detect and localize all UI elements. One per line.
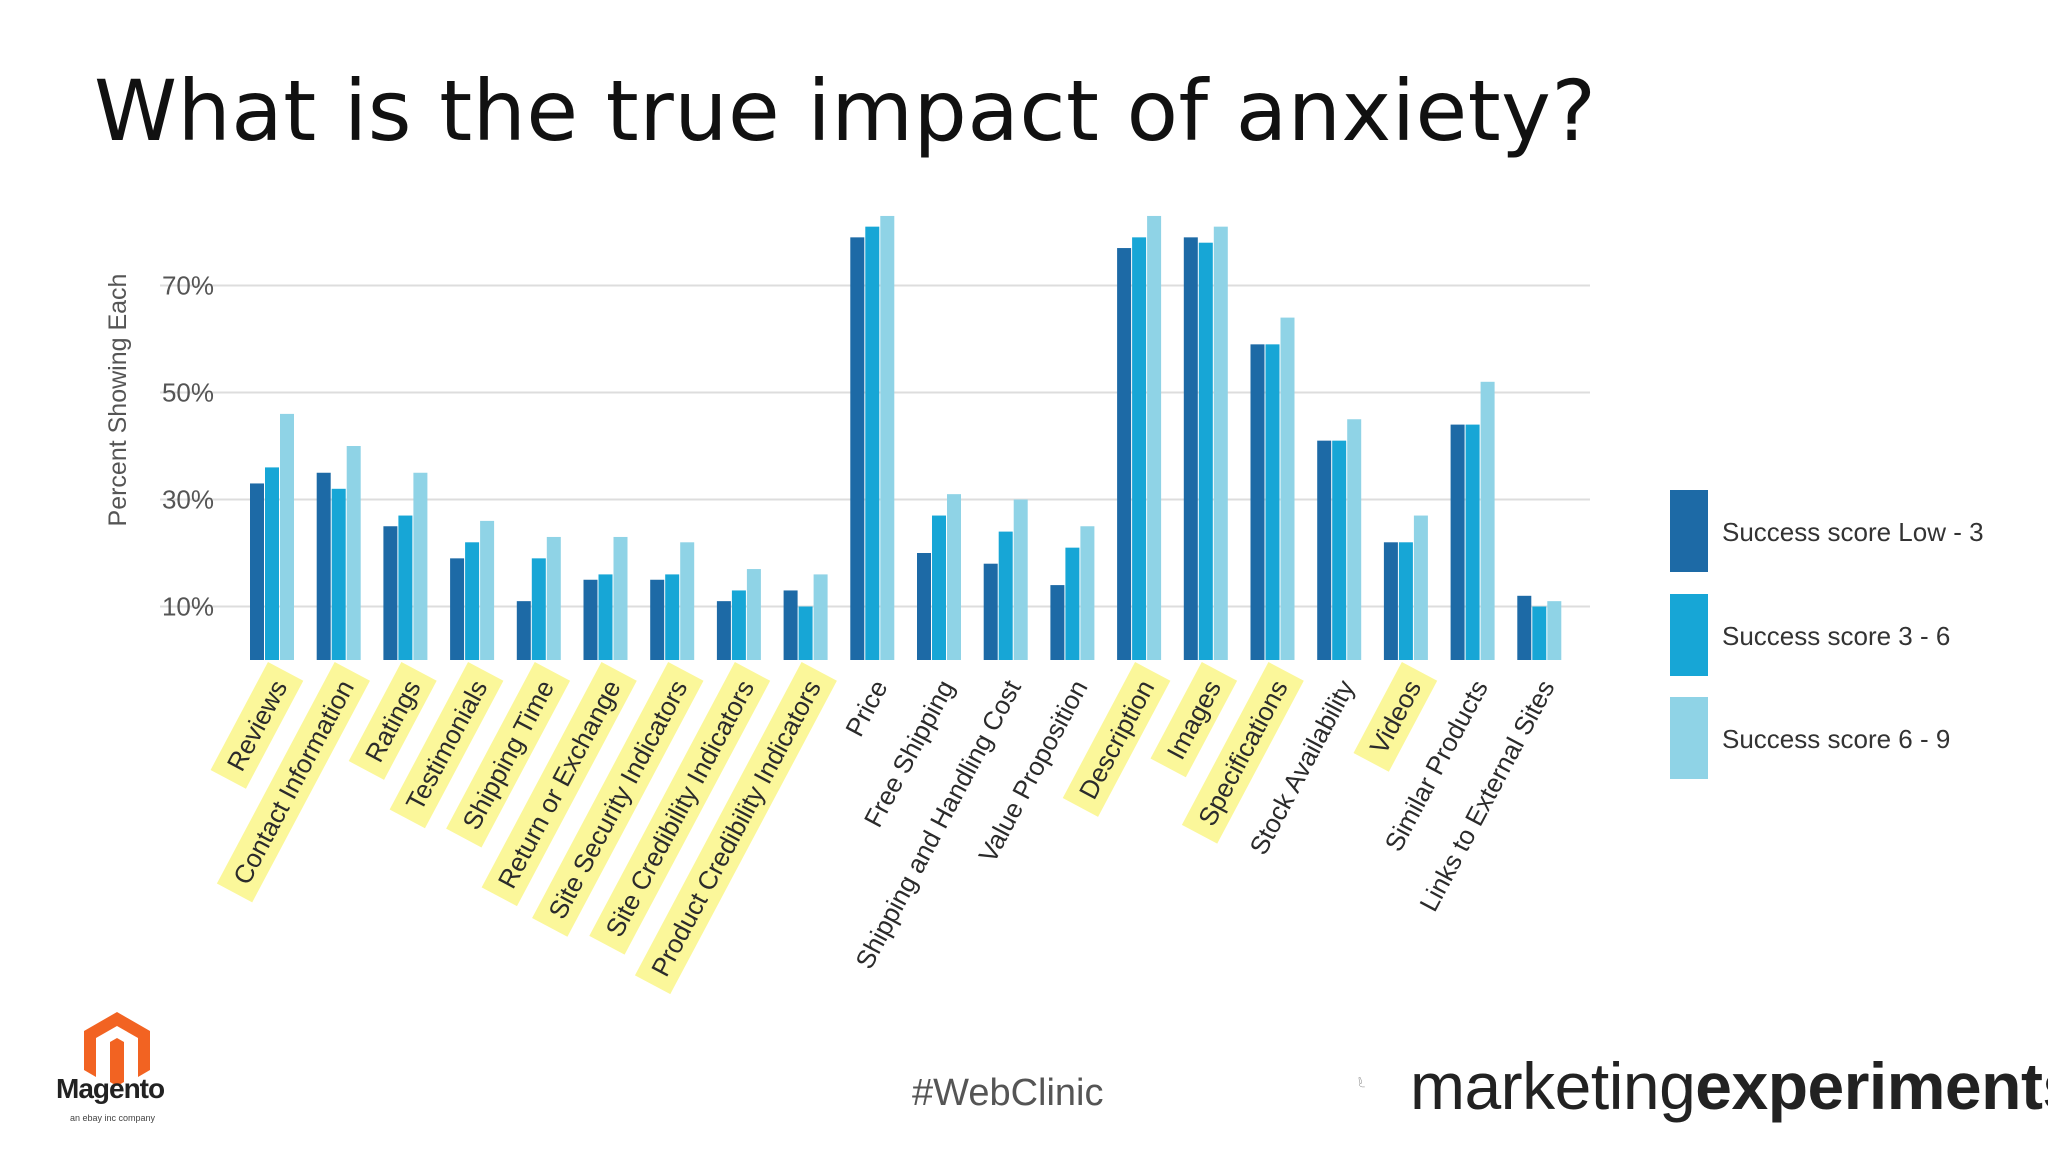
category-label-group: Price [839,675,893,741]
bar [680,542,695,660]
bar [1480,381,1495,660]
bar [546,536,561,660]
bar [798,606,813,660]
bar [865,226,880,660]
bar [813,574,828,660]
bar [1347,419,1362,660]
category-highlight [1150,662,1238,778]
bar [1147,215,1162,660]
magento-brand-name: Magento [56,1073,165,1104]
bar [716,601,731,660]
marketing-experiments-logo: marketingexperiments [1410,1048,2048,1124]
bar [1332,440,1347,660]
category-highlight [216,662,370,903]
bar [932,515,946,660]
bar [731,590,746,660]
bar [1132,237,1147,660]
category-label: Price [839,675,893,741]
bar [1450,424,1465,660]
category-highlight [389,662,504,829]
bar [598,574,613,660]
bar [998,531,1013,660]
category-highlight [532,662,704,937]
bar [1117,248,1132,661]
bar [331,488,346,660]
category-highlight [1181,662,1304,844]
category-label: Images [1161,675,1228,764]
bar [1398,542,1413,660]
bar [650,579,665,660]
hashtag-label: #WebClinic [912,1072,1104,1114]
category-highlight [446,662,571,848]
bar [250,483,264,660]
bar [917,553,931,660]
bar [280,413,294,660]
bar [1065,547,1080,660]
pen-nib-icon [1358,1077,1365,1088]
bar [450,558,465,660]
bar [1050,585,1065,660]
bar [1280,317,1295,660]
bar [516,601,531,660]
bar [1080,526,1095,660]
y-tick-label: 30% [162,485,214,515]
bar [413,472,428,660]
category-highlight [481,662,637,907]
y-tick-label: 10% [162,592,214,622]
category-highlight [634,662,837,995]
logo-text-marketing: marketing [1410,1049,1696,1123]
logo-text-experiments: experiments [1695,1049,2048,1123]
bar [465,542,480,660]
bar [983,563,998,660]
category-highlight [1353,662,1438,772]
bar [265,467,279,660]
bar [583,579,598,660]
y-axis-label: Percent Showing Each [104,274,132,527]
bar [880,215,895,660]
bar [1517,595,1532,660]
category-highlight [348,662,437,780]
bar [398,515,413,660]
bar [383,526,398,660]
legend-swatch [1670,594,1708,676]
bar [531,558,546,660]
slide-title: What is the true impact of anxiety? [94,62,1597,160]
bar [1383,542,1398,660]
bar [665,574,680,660]
legend-swatch [1670,490,1708,572]
bar [613,536,628,660]
legend-label: Success score 6 - 9 [1722,724,1950,754]
bar [746,569,761,660]
category-highlight [210,662,304,789]
magento-tagline: an ebay inc company [70,1113,156,1123]
bar [1265,344,1280,660]
bar [1413,515,1428,660]
bar [1013,499,1028,660]
y-tick-label: 70% [162,271,214,301]
bar [1547,601,1562,660]
legend-swatch [1670,697,1708,779]
bar [1183,237,1198,660]
legend-label: Success score Low - 3 [1722,517,1984,547]
bar [1213,226,1228,660]
category-highlight [1062,662,1171,817]
bar [850,237,865,660]
bar [1532,606,1547,660]
bar [316,472,331,660]
legend-label: Success score 3 - 6 [1722,621,1950,651]
bar [480,520,495,660]
category-highlight [589,662,771,955]
bar [783,590,798,660]
y-tick-label: 50% [162,378,214,408]
bar [1465,424,1480,660]
bar [947,494,961,660]
magento-hexagon-icon [84,1012,150,1086]
bar [1250,344,1265,660]
bar [346,446,361,660]
bar [1198,242,1213,660]
bar [1317,440,1332,660]
